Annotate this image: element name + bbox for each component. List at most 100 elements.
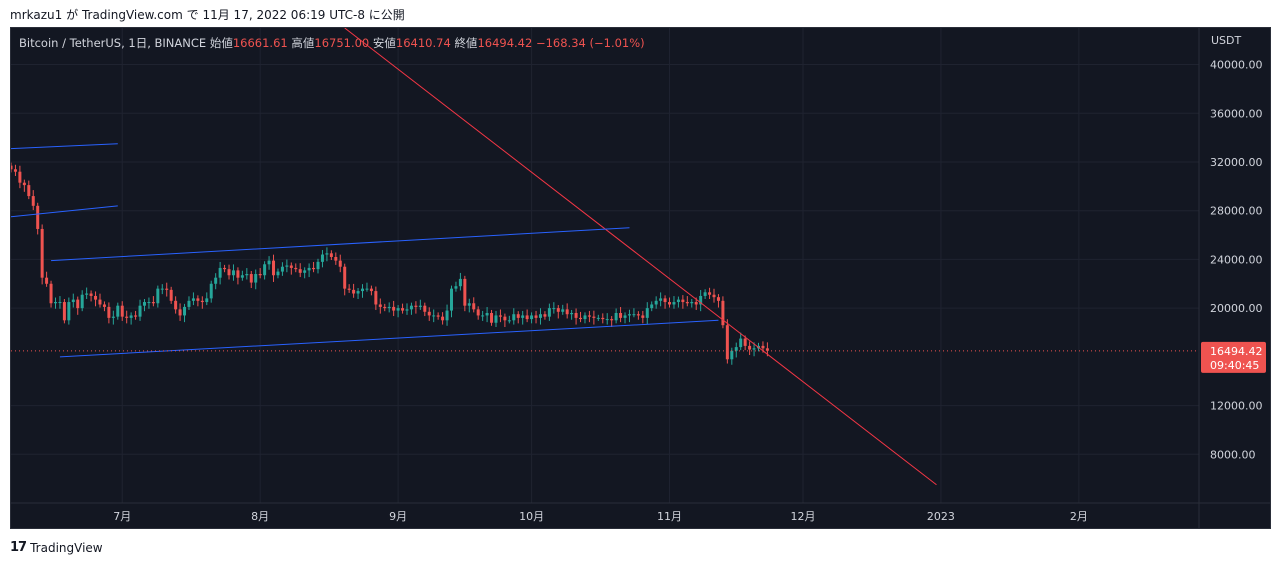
candle-up (138, 305, 142, 317)
candle-down (681, 299, 685, 303)
candle-down (636, 314, 640, 316)
candle-up (111, 316, 115, 318)
candle-up (481, 315, 485, 317)
candle-up (218, 267, 222, 278)
close-value: 16494.42 (477, 36, 533, 50)
candle-down (352, 289, 356, 294)
publication-line: mrkazu1 が TradingView.com で 11月 17, 2022… (10, 6, 405, 23)
platform[interactable]: TradingView.com (81, 8, 183, 22)
candle-down (196, 298, 200, 301)
candle-down (294, 267, 298, 270)
candle-down (200, 300, 204, 303)
candle-up (583, 315, 587, 320)
candle-down (748, 345, 752, 350)
candle-down (49, 283, 53, 304)
candle-down (716, 297, 720, 301)
candle-up (58, 302, 62, 304)
footer-brand[interactable]: TradingView (30, 540, 103, 555)
candle-down (708, 292, 712, 295)
candle-down (641, 315, 645, 318)
price-tick-label: 40000.00 (1210, 59, 1263, 72)
candle-down (579, 317, 583, 320)
candle-up (116, 305, 120, 317)
candle-up (71, 299, 75, 303)
candle-down (441, 316, 445, 321)
price-chart[interactable]: USDT 40000.00 36000.00 32000.00 28000.00 2400… (11, 28, 1271, 529)
candle-up (280, 266, 284, 272)
price-tick-label: 28000.00 (1210, 205, 1263, 218)
candle-up (209, 283, 213, 299)
symbol-label[interactable]: Bitcoin / TetherUS, 1日, BINANCE (19, 36, 207, 50)
low-label: 安値 (372, 36, 396, 50)
candle-down (249, 274, 253, 283)
countdown-label: 09:40:45 (1210, 359, 1259, 372)
open-label: 始値 (209, 36, 233, 50)
candle-down (169, 289, 173, 301)
candle-up (205, 298, 209, 303)
candle-up (263, 264, 267, 276)
candle-down (178, 309, 182, 316)
low-value: 16410.74 (395, 36, 451, 50)
candle-down (423, 305, 427, 312)
tradingview-logo-icon[interactable]: 17 (10, 540, 27, 555)
pub-ga: が (66, 8, 79, 22)
candle-down (694, 302, 698, 305)
candle-down (107, 306, 111, 318)
candle-up (752, 348, 756, 350)
candle-down (22, 182, 26, 186)
candle-up (512, 314, 516, 321)
candle-down (765, 348, 769, 351)
candle-down (151, 302, 155, 304)
candle-down (258, 274, 262, 276)
candle-down (383, 306, 387, 309)
candle-up (129, 315, 133, 318)
candle-up (307, 267, 311, 271)
time-tick-label: 12月 (791, 510, 816, 523)
candle-down (761, 345, 765, 349)
candle-down (329, 253, 333, 257)
candle-up (405, 309, 409, 311)
candle-up (530, 315, 534, 320)
candle-down (685, 302, 689, 304)
candle-down (134, 315, 138, 317)
candle-down (374, 291, 378, 305)
price-tick-label: 20000.00 (1210, 302, 1263, 315)
candle-down (289, 265, 293, 268)
candle-up (147, 302, 151, 304)
price-tick-label: 8000.00 (1210, 448, 1256, 461)
candle-down (725, 325, 729, 360)
candle-up (507, 320, 511, 322)
candle-up (356, 291, 360, 294)
chart-frame[interactable]: USDT 40000.00 36000.00 32000.00 28000.00 2400… (10, 27, 1271, 529)
candle-up (396, 308, 400, 311)
pub-datetime: 11月 17, 2022 06:19 UTC-8 (202, 8, 365, 22)
candle-down (31, 196, 35, 206)
author[interactable]: mrkazu1 (10, 8, 63, 22)
candle-down (436, 315, 440, 317)
candles-group (11, 162, 769, 365)
candle-up (547, 308, 551, 317)
candle-up (538, 314, 542, 318)
candle-down (312, 267, 316, 270)
upper-parallel-line-2 (11, 205, 118, 218)
candle-down (227, 269, 231, 276)
candle-up (191, 298, 195, 301)
candle-up (596, 317, 600, 319)
candle-up (320, 254, 324, 262)
candle-up (676, 299, 680, 303)
candle-down (543, 314, 547, 317)
candle-down (721, 300, 725, 326)
candle-down (120, 305, 124, 317)
ohlc-legend: Bitcoin / TetherUS, 1日, BINANCE 始値16661.… (19, 35, 645, 51)
candle-down (343, 266, 347, 289)
candle-down (565, 309, 569, 315)
candle-up (267, 260, 271, 265)
high-label: 高値 (291, 36, 315, 50)
candle-down (476, 309, 480, 316)
candle-up (467, 303, 471, 306)
candle-up (387, 306, 391, 309)
candle-up (160, 288, 164, 290)
candle-down (174, 300, 178, 310)
candle-down (592, 316, 596, 318)
candle-up (254, 274, 258, 283)
